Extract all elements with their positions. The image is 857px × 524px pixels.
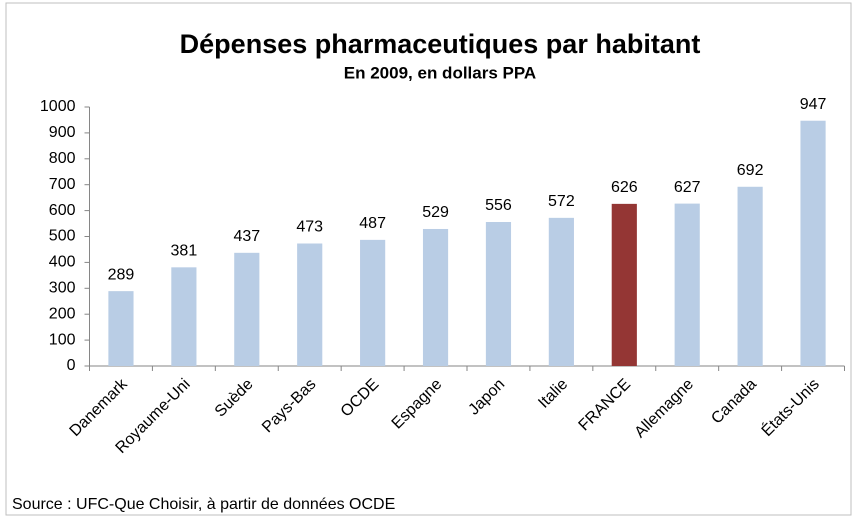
x-tick-label: États-Unis — [757, 374, 823, 440]
source-note: Source : UFC-Que Choisir, à partir de do… — [12, 496, 395, 513]
y-tick-label: 1000 — [40, 98, 76, 115]
value-label: 556 — [485, 197, 512, 214]
bar — [108, 291, 134, 366]
bar — [800, 120, 826, 367]
value-label: 381 — [171, 243, 198, 260]
value-label: 627 — [674, 179, 701, 196]
x-tick-label: Allemagne — [632, 376, 698, 442]
y-tick-label: 500 — [49, 228, 76, 245]
value-label: 437 — [233, 228, 260, 245]
x-tick-label: OCDE — [338, 376, 383, 421]
value-label: 626 — [611, 179, 638, 196]
chart-frame — [5, 2, 852, 516]
bar — [171, 267, 197, 366]
y-tick-label: 300 — [49, 280, 76, 297]
x-tick-label: Pays-Bas — [259, 376, 319, 436]
value-label: 572 — [548, 193, 575, 210]
x-tick-label: Italie — [535, 376, 571, 412]
bar — [234, 252, 260, 366]
chart-subtitle: En 2009, en dollars PPA — [344, 63, 536, 82]
x-tick-label: Suède — [212, 376, 257, 421]
value-label: 289 — [108, 266, 135, 283]
chart-title: Dépenses pharmaceutiques par habitant — [180, 29, 701, 59]
y-tick-label: 400 — [49, 254, 76, 271]
y-tick-label: 100 — [49, 331, 76, 348]
value-label: 947 — [800, 96, 827, 113]
bar — [611, 203, 637, 366]
bar — [422, 228, 449, 366]
y-tick-label: 800 — [49, 150, 76, 167]
y-tick-label: 700 — [49, 176, 76, 193]
x-tick-label: Danemark — [67, 375, 132, 440]
y-tick-label: 0 — [67, 357, 76, 374]
x-tick-label: FRANCE — [576, 376, 635, 435]
y-tick-label: 600 — [49, 202, 76, 219]
value-label: 487 — [359, 215, 386, 232]
x-tick-label: Espagne — [389, 376, 446, 433]
bar — [737, 186, 763, 366]
bar — [485, 221, 512, 366]
x-tick-label: Japon — [465, 376, 508, 419]
value-label: 529 — [422, 204, 449, 221]
value-label: 692 — [737, 162, 764, 179]
bar — [674, 203, 700, 366]
y-tick-label: 900 — [49, 124, 76, 141]
x-tick-label: Canada — [708, 376, 760, 428]
bar — [548, 217, 574, 366]
bar — [360, 239, 386, 366]
bar — [297, 243, 323, 366]
value-label: 473 — [296, 219, 323, 236]
y-tick-label: 200 — [49, 305, 76, 322]
